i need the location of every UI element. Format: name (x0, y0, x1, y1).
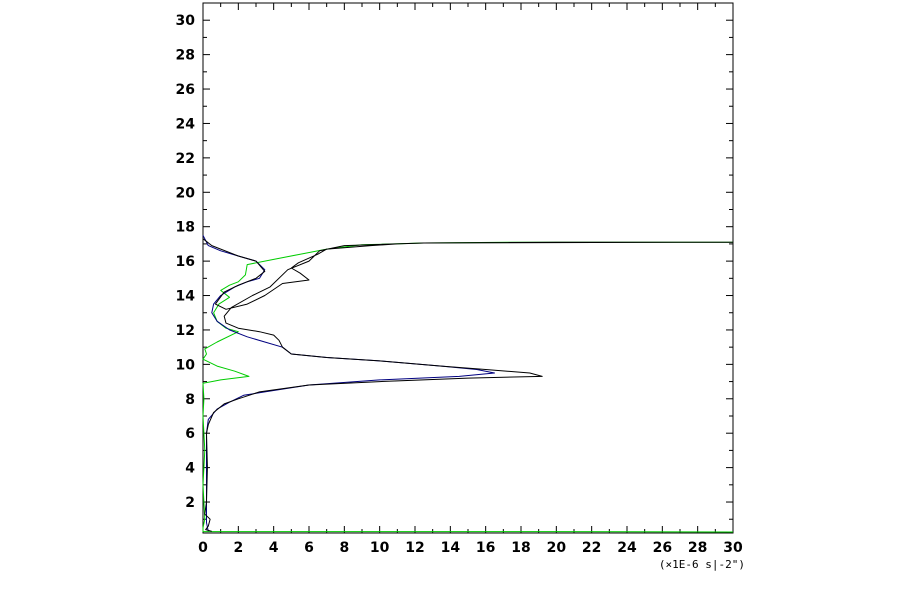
y-tick-label: 6 (185, 426, 195, 442)
x-tick-label: 18 (511, 540, 530, 556)
x-tick-label: 14 (441, 540, 461, 556)
y-tick-label: 8 (185, 392, 195, 408)
y-tick-label: 26 (176, 82, 195, 98)
x-tick-label: 26 (653, 540, 672, 556)
y-tick-label: 18 (176, 220, 195, 236)
y-tick-label: 24 (176, 116, 196, 132)
series-line-3 (202, 238, 734, 532)
y-tick-label: 12 (176, 323, 195, 339)
y-tick-label: 14 (176, 289, 196, 305)
x-tick-label: 10 (370, 540, 390, 556)
x-tick-label: 16 (476, 540, 495, 556)
x-tick-label: 8 (339, 540, 349, 556)
x-tick-label: 4 (269, 540, 279, 556)
y-tick-label: 22 (176, 151, 195, 167)
x-axis-tick-labels: 0 2 4 6 8 10 12 14 16 18 20 22 24 26 28 30 (198, 540, 743, 556)
series-group (202, 235, 734, 533)
y-tick-label: 20 (176, 185, 196, 201)
x-tick-label: 0 (198, 540, 208, 556)
y-tick-label: 30 (176, 13, 196, 29)
y-tick-label: 2 (185, 495, 195, 511)
x-tick-label: 22 (582, 540, 601, 556)
series-line-1 (202, 241, 734, 533)
x-tick-label: 24 (617, 540, 637, 556)
x-tick-label: 20 (547, 540, 567, 556)
x-tick-label: 2 (233, 540, 243, 556)
y-tick-label: 4 (185, 461, 195, 477)
x-tick-label: 28 (688, 540, 707, 556)
y-tick-label: 28 (176, 48, 195, 64)
y-tick-label: 10 (176, 357, 196, 373)
x-tick-label: 12 (405, 540, 424, 556)
x-tick-label: 6 (304, 540, 314, 556)
x-axis-unit-label: (×1E-6 s|-2") (659, 558, 745, 571)
plot-frame (202, 2, 734, 534)
y-tick-label: 16 (176, 254, 195, 270)
x-tick-label: 30 (723, 540, 743, 556)
